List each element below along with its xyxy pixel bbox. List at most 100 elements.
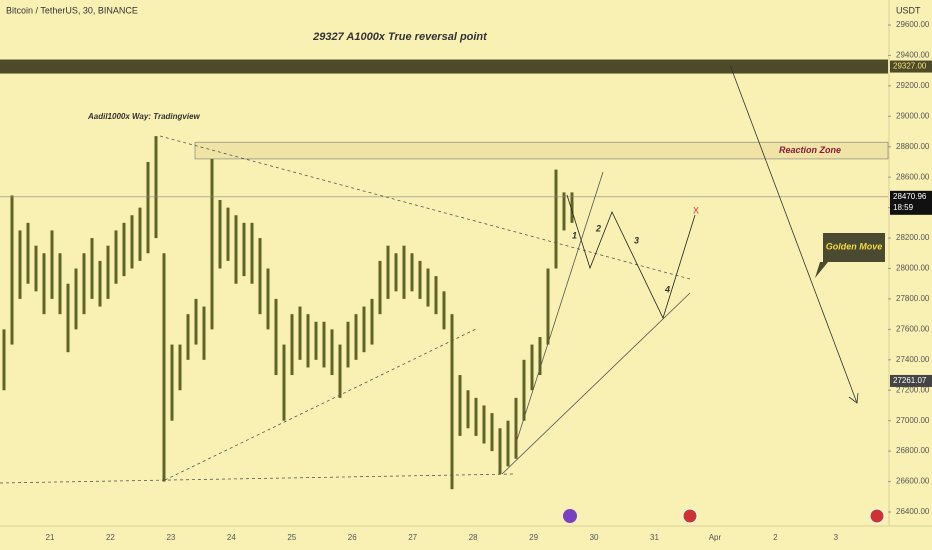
- candle: [34, 245, 38, 292]
- x-tick-label: 29: [529, 533, 538, 542]
- x-tick-label: 21: [46, 533, 55, 542]
- candle: [266, 268, 270, 330]
- callout: Golden Move: [826, 241, 883, 251]
- candle: [42, 253, 46, 315]
- x-tick-label: 25: [287, 533, 296, 542]
- candle: [226, 207, 230, 261]
- candle: [250, 222, 254, 284]
- candle: [386, 245, 390, 299]
- price-timer: 18:59: [893, 203, 914, 212]
- price-label-box: [890, 190, 932, 215]
- candle: [378, 260, 382, 315]
- event-icon[interactable]: [682, 508, 698, 524]
- y-tick-label: 27000.00: [896, 416, 930, 425]
- candle: [26, 222, 30, 284]
- candle: [18, 230, 22, 299]
- wave-label: X: [693, 205, 699, 215]
- candle: [418, 260, 422, 299]
- candle: [154, 136, 158, 239]
- candle: [506, 420, 510, 467]
- y-tick-label: 27200.00: [896, 385, 930, 394]
- y-tick-label: 29400.00: [896, 51, 930, 60]
- y-tick-label: 26800.00: [896, 446, 930, 455]
- candle: [194, 298, 198, 345]
- candle: [274, 298, 278, 376]
- candle: [570, 192, 574, 223]
- y-tick-label: 28000.00: [896, 264, 930, 273]
- candle: [466, 390, 470, 429]
- currency: USDT: [896, 5, 921, 15]
- candle: [10, 195, 14, 345]
- x-tick-label: 22: [106, 533, 115, 542]
- candle: [242, 222, 246, 277]
- candle: [362, 306, 366, 353]
- candle: [82, 253, 86, 315]
- wave-label: 4: [664, 284, 670, 294]
- candle: [186, 314, 190, 360]
- zone-label: Reaction Zone: [779, 145, 841, 155]
- candle: [122, 222, 126, 277]
- candle: [354, 314, 358, 360]
- y-tick-label: 27600.00: [896, 324, 930, 333]
- candle: [346, 321, 350, 368]
- price-label: 27261.07: [893, 376, 927, 385]
- trend-line: [159, 135, 691, 280]
- candle: [426, 268, 430, 307]
- price-label: 29327.00: [893, 62, 927, 71]
- wave-label: 3: [634, 235, 639, 245]
- candle: [58, 253, 62, 315]
- y-tick-label: 29600.00: [896, 20, 930, 29]
- candle: [130, 215, 134, 269]
- price-label: 28470.96: [893, 192, 927, 201]
- candle: [50, 230, 54, 299]
- y-tick-label: 29200.00: [896, 81, 930, 90]
- event-icon[interactable]: [869, 508, 885, 524]
- candle: [282, 344, 286, 421]
- candle: [554, 169, 558, 269]
- candle: [530, 344, 534, 391]
- candle: [546, 268, 550, 345]
- x-tick-label: 3: [834, 533, 839, 542]
- candle: [2, 329, 6, 391]
- candle: [370, 298, 374, 345]
- author: Aadil1000x Way: Tradingview: [87, 112, 201, 121]
- y-tick-label: 28600.00: [896, 172, 930, 181]
- candle: [562, 192, 566, 231]
- y-tick-label: 27400.00: [896, 355, 930, 364]
- price-axis-bg: [889, 0, 932, 550]
- candle: [538, 336, 542, 376]
- candle: [138, 207, 142, 261]
- y-tick-label: 26400.00: [896, 507, 930, 516]
- candle: [146, 161, 150, 254]
- trend-line: [164, 327, 479, 481]
- x-tick-label: 26: [348, 533, 357, 542]
- drawings: [0, 64, 859, 484]
- reaction-zone: [194, 141, 889, 160]
- candle: [522, 359, 526, 421]
- candle: [114, 230, 118, 284]
- trend-line: [516, 171, 604, 441]
- symbol: Bitcoin / TetherUS, 30, BINANCE: [6, 5, 138, 15]
- price-band: [0, 59, 888, 74]
- candle: [74, 268, 78, 330]
- candle: [514, 397, 518, 459]
- candle: [442, 291, 446, 330]
- callout-box: [815, 233, 885, 278]
- candle: [298, 306, 302, 360]
- x-tick-label: 31: [650, 533, 659, 542]
- candle: [450, 314, 454, 490]
- arrow: [729, 64, 858, 404]
- candle: [170, 344, 174, 421]
- candle: [98, 260, 102, 307]
- price-label-box: [890, 60, 932, 73]
- wave-label: 1: [572, 230, 577, 240]
- candle: [394, 253, 398, 292]
- candle: [258, 238, 262, 315]
- x-tick-label: 23: [166, 533, 175, 542]
- candle: [90, 238, 94, 299]
- wave-label: 2: [595, 223, 601, 233]
- candle: [434, 276, 438, 315]
- x-tick-label: 28: [469, 533, 478, 542]
- event-icon[interactable]: [563, 509, 577, 523]
- candle: [338, 344, 342, 398]
